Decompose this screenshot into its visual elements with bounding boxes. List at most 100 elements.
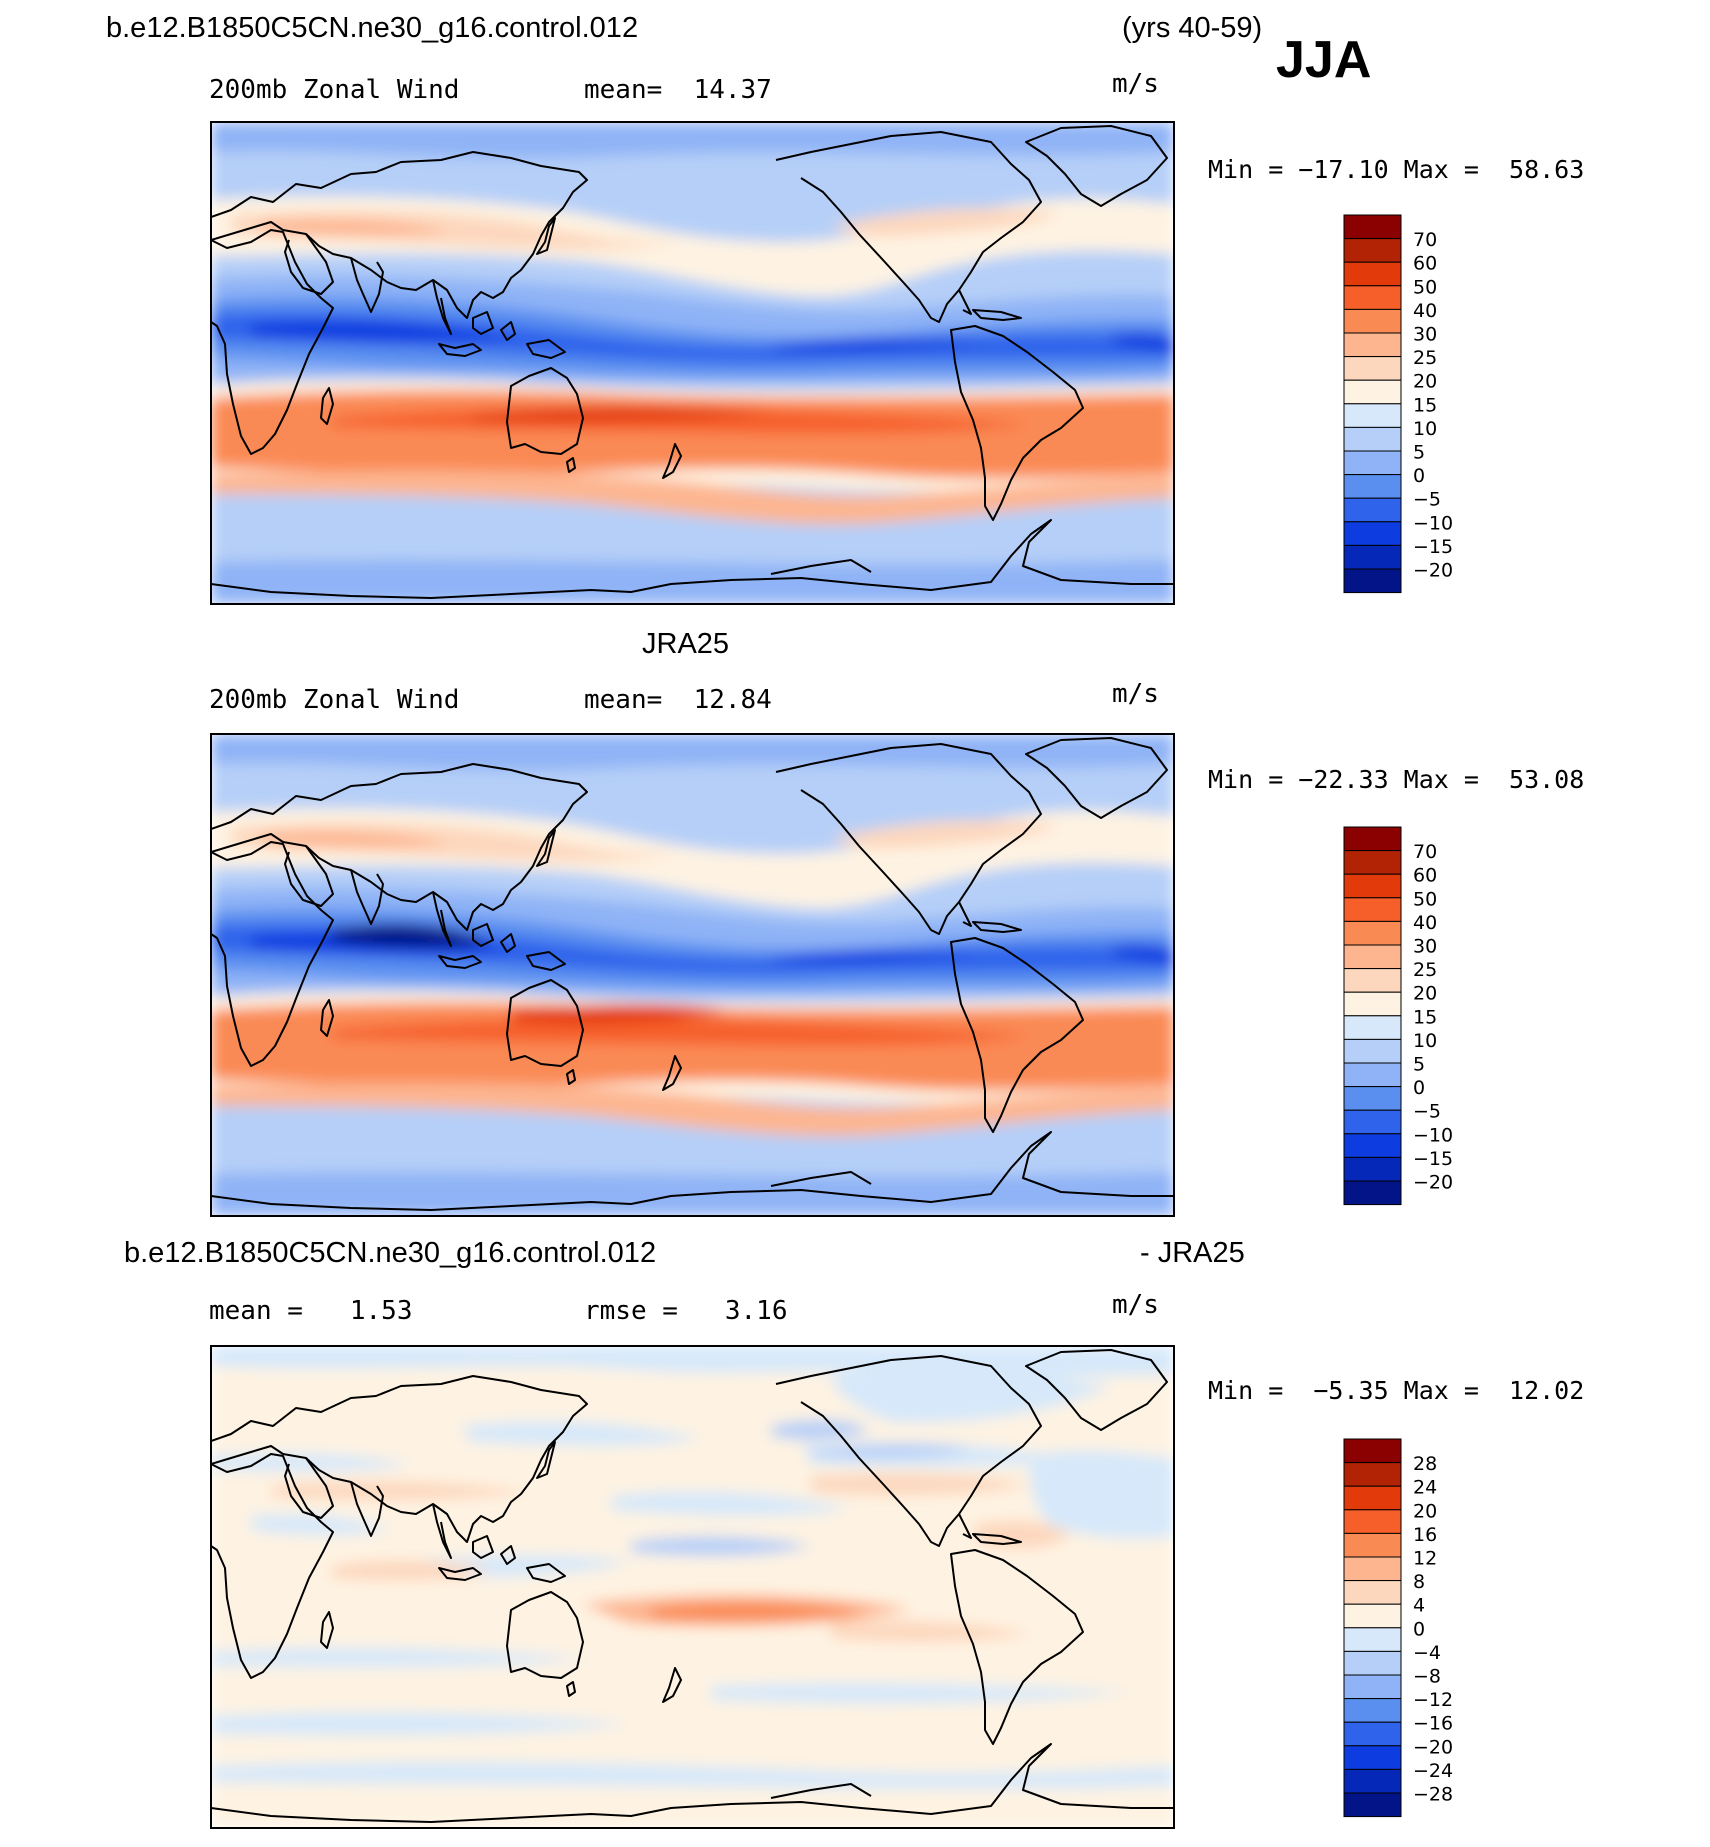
colorbar-swatch xyxy=(1343,1133,1402,1158)
colorbar-swatch xyxy=(1343,1438,1402,1464)
colorbar-label: 4 xyxy=(1413,1595,1425,1617)
panel1-frame xyxy=(210,121,1175,605)
colorbar-label: 40 xyxy=(1413,300,1437,322)
colorbar-label: −5 xyxy=(1413,489,1441,511)
colorbar-swatch xyxy=(1343,285,1402,310)
colorbar-label: 24 xyxy=(1413,1477,1437,1499)
colorbar-label: −20 xyxy=(1413,560,1453,582)
colorbar-label: −8 xyxy=(1413,1666,1441,1688)
colorbar-swatch xyxy=(1343,1745,1402,1770)
colorbar-label: −10 xyxy=(1413,512,1453,534)
colorbar-swatch xyxy=(1343,1603,1402,1629)
colorbar-label: 20 xyxy=(1413,371,1437,393)
colorbar-label: −16 xyxy=(1413,1713,1453,1735)
colorbar-swatch xyxy=(1343,1674,1402,1700)
colorbar-label: 10 xyxy=(1413,1030,1437,1052)
colorbar-swatch xyxy=(1343,1038,1402,1064)
colorbar-label: −20 xyxy=(1413,1736,1453,1758)
colorbar-label: 40 xyxy=(1413,912,1437,934)
colorbar-swatch xyxy=(1343,238,1402,263)
colorbar-swatch xyxy=(1343,1768,1402,1794)
panel1-minmax: Min = −17.10 Max = 58.63 xyxy=(1208,155,1585,184)
colorbar-swatch xyxy=(1343,356,1402,381)
colorbar-label: 15 xyxy=(1413,1006,1437,1028)
colorbar-swatch xyxy=(1343,897,1402,922)
colorbar-swatch xyxy=(1343,544,1402,570)
colorbar-swatch xyxy=(1343,568,1402,594)
season-label: JJA xyxy=(1276,31,1372,89)
colorbar-swatch xyxy=(1343,1485,1402,1511)
colorbar-swatch xyxy=(1343,332,1402,358)
panel3-minmax: Min = −5.35 Max = 12.02 xyxy=(1208,1376,1585,1405)
colorbar-swatch xyxy=(1343,1532,1402,1558)
panel2-mean-label: mean= 12.84 xyxy=(584,685,772,715)
panel1-units: m/s xyxy=(1112,69,1159,99)
colorbar-label: 10 xyxy=(1413,418,1437,440)
panel1-map xyxy=(210,121,1175,605)
colorbar-swatch xyxy=(1343,1086,1402,1111)
colorbar-label: −5 xyxy=(1413,1101,1441,1123)
panel1-mean-label: mean= 14.37 xyxy=(584,75,772,105)
panel3-rmse-label: rmse = 3.16 xyxy=(584,1296,788,1326)
colorbar-swatch xyxy=(1343,850,1402,875)
colorbar-swatch xyxy=(1343,450,1402,476)
colorbar-label: 20 xyxy=(1413,1500,1437,1522)
colorbar-swatch xyxy=(1343,426,1402,452)
colorbar-label: 30 xyxy=(1413,936,1437,958)
colorbar-swatch xyxy=(1343,1650,1402,1676)
colorbar-label: 16 xyxy=(1413,1524,1437,1546)
colorbar-swatch xyxy=(1343,1698,1402,1723)
colorbar-swatch xyxy=(1343,1015,1402,1040)
panel2-units: m/s xyxy=(1112,679,1159,709)
colorbar-swatch xyxy=(1343,1109,1402,1135)
colorbar-label: −12 xyxy=(1413,1689,1453,1711)
colorbar-label: 15 xyxy=(1413,394,1437,416)
colorbar-label: 50 xyxy=(1413,888,1437,910)
panel2-left-label: 200mb Zonal Wind xyxy=(209,685,460,715)
colorbar-label: 60 xyxy=(1413,253,1437,275)
colorbar-label: 70 xyxy=(1413,229,1437,251)
colorbar-swatch xyxy=(1343,403,1402,428)
colorbar-label: 8 xyxy=(1413,1571,1425,1593)
colorbar-label: 30 xyxy=(1413,324,1437,346)
colorbar-swatch xyxy=(1343,1721,1402,1747)
panel3-title-left: b.e12.B1850C5CN.ne30_g16.control.012 xyxy=(124,1237,657,1269)
colorbar-swatch xyxy=(1343,991,1402,1017)
colorbar-label: 25 xyxy=(1413,959,1437,981)
colorbar-label: 70 xyxy=(1413,841,1437,863)
colorbar-swatch xyxy=(1343,920,1402,946)
panel3-units: m/s xyxy=(1112,1290,1159,1320)
colorbar-label: −15 xyxy=(1413,1148,1453,1170)
colorbar-swatch xyxy=(1343,308,1402,334)
panel2-title: JRA25 xyxy=(642,628,730,660)
colorbar-swatch xyxy=(1343,1180,1402,1206)
colorbar-label: 20 xyxy=(1413,983,1437,1005)
colorbar-swatch xyxy=(1343,968,1402,993)
colorbar-label: 50 xyxy=(1413,276,1437,298)
case-title: b.e12.B1850C5CN.ne30_g16.control.012 xyxy=(106,12,639,44)
colorbar-label: 0 xyxy=(1413,1077,1425,1099)
panel3-map xyxy=(210,1345,1175,1829)
panel2-map xyxy=(210,733,1175,1217)
colorbar-label: 0 xyxy=(1413,465,1425,487)
panel1-left-label: 200mb Zonal Wind xyxy=(209,75,460,105)
years-label: (yrs 40-59) xyxy=(1122,12,1263,44)
colorbar-swatch xyxy=(1343,1792,1402,1818)
colorbar-swatch xyxy=(1343,1580,1402,1605)
panel3-frame xyxy=(210,1345,1175,1829)
colorbar-swatch xyxy=(1343,944,1402,970)
panel2-minmax: Min = −22.33 Max = 53.08 xyxy=(1208,765,1585,794)
colorbar-label: 25 xyxy=(1413,347,1437,369)
colorbar-swatch xyxy=(1343,826,1402,852)
colorbar-label: −24 xyxy=(1413,1760,1453,1782)
colorbar-label: −4 xyxy=(1413,1642,1441,1664)
colorbar-label: −15 xyxy=(1413,536,1453,558)
colorbar-swatch xyxy=(1343,521,1402,546)
colorbar-swatch xyxy=(1343,497,1402,523)
colorbar-label: 60 xyxy=(1413,865,1437,887)
colorbar-swatch xyxy=(1343,379,1402,405)
panel3-mean-label: mean = 1.53 xyxy=(209,1296,413,1326)
